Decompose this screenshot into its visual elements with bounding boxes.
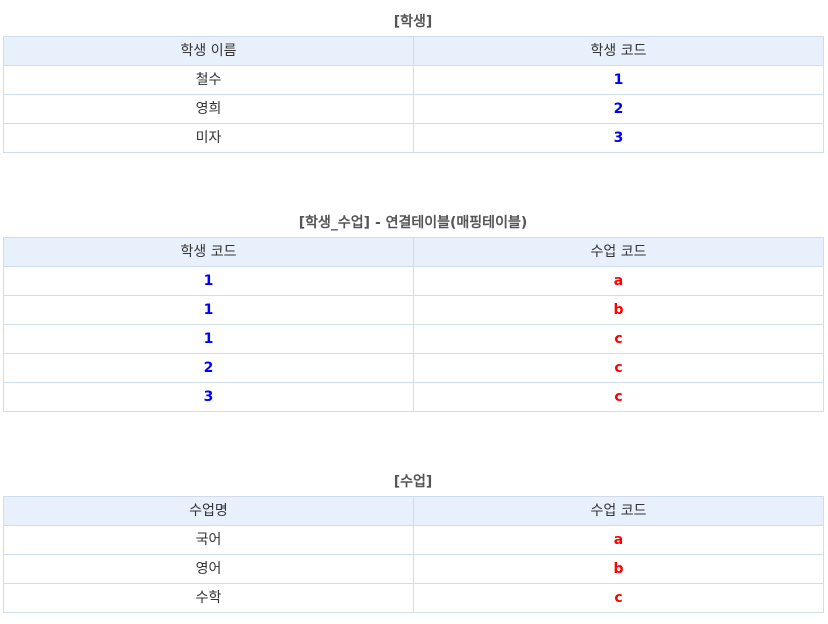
student-code-cell: 1 bbox=[413, 65, 824, 95]
table-row: 1 b bbox=[3, 295, 824, 325]
table-row: 1 c bbox=[3, 324, 824, 354]
header-class-name: 수업명 bbox=[3, 496, 414, 526]
student-code-cell: 3 bbox=[3, 382, 414, 412]
students-caption: [학생] bbox=[393, 14, 433, 30]
header-student-code: 학생 코드 bbox=[3, 237, 414, 267]
class-name-cell: 영어 bbox=[3, 554, 414, 584]
class-code-cell: b bbox=[413, 554, 824, 584]
class-code-cell: c bbox=[413, 382, 824, 412]
class-name-cell: 수학 bbox=[3, 583, 414, 613]
class-code-cell: c bbox=[413, 583, 824, 613]
student-code-cell: 2 bbox=[3, 353, 414, 383]
student-name-cell: 철수 bbox=[3, 65, 414, 95]
table-row: 수학 c bbox=[3, 583, 824, 613]
class-code-cell: c bbox=[413, 324, 824, 354]
header-class-code: 수업 코드 bbox=[413, 496, 824, 526]
class-code-cell: a bbox=[413, 266, 824, 296]
mapping-table: 학생 코드 수업 코드 1 a 1 b 1 c 2 c 3 c bbox=[3, 237, 824, 412]
table-row: 영희 2 bbox=[3, 94, 824, 124]
table-row: 영어 b bbox=[3, 554, 824, 584]
class-code-cell: b bbox=[413, 295, 824, 325]
student-name-cell: 영희 bbox=[3, 94, 414, 124]
student-code-cell: 1 bbox=[3, 324, 414, 354]
table-header-row: 수업명 수업 코드 bbox=[3, 496, 824, 526]
table-header-row: 학생 이름 학생 코드 bbox=[3, 36, 824, 66]
table-row: 국어 a bbox=[3, 525, 824, 555]
student-code-cell: 2 bbox=[413, 94, 824, 124]
student-name-cell: 미자 bbox=[3, 123, 414, 153]
table-row: 3 c bbox=[3, 382, 824, 412]
table-row: 철수 1 bbox=[3, 65, 824, 95]
table-row: 1 a bbox=[3, 266, 824, 296]
student-code-cell: 1 bbox=[3, 295, 414, 325]
class-name-cell: 국어 bbox=[3, 525, 414, 555]
student-code-cell: 1 bbox=[3, 266, 414, 296]
mapping-caption: [학생_수업] - 연결테이블(매핑테이블) bbox=[298, 215, 528, 231]
student-code-cell: 3 bbox=[413, 123, 824, 153]
classes-table: 수업명 수업 코드 국어 a 영어 b 수학 c bbox=[3, 496, 824, 613]
students-table: 학생 이름 학생 코드 철수 1 영희 2 미자 3 bbox=[3, 36, 824, 153]
header-student-name: 학생 이름 bbox=[3, 36, 414, 66]
classes-caption: [수업] bbox=[393, 474, 433, 490]
header-class-code: 수업 코드 bbox=[413, 237, 824, 267]
header-student-code: 학생 코드 bbox=[413, 36, 824, 66]
table-row: 2 c bbox=[3, 353, 824, 383]
table-header-row: 학생 코드 수업 코드 bbox=[3, 237, 824, 267]
class-code-cell: c bbox=[413, 353, 824, 383]
table-row: 미자 3 bbox=[3, 123, 824, 153]
class-code-cell: a bbox=[413, 525, 824, 555]
